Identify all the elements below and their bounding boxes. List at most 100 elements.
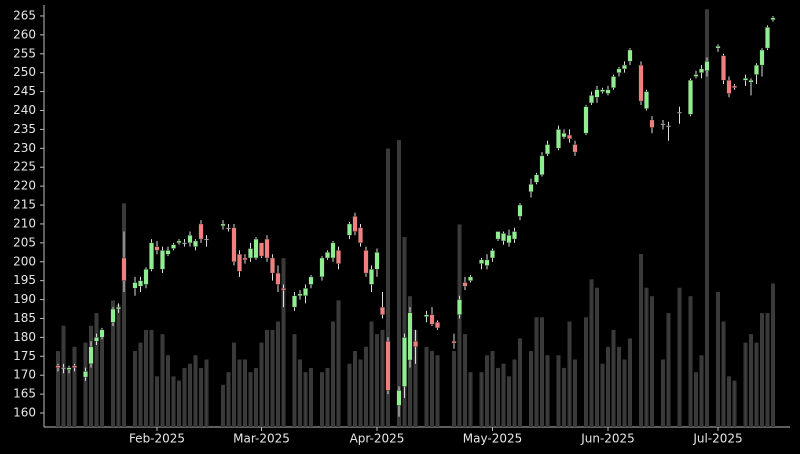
candle-body [479, 259, 484, 264]
candle-body [616, 68, 622, 73]
volume-bar [309, 367, 313, 427]
volume-bar [694, 372, 698, 427]
volume-bar [540, 317, 544, 427]
candle-body [457, 299, 462, 315]
candle-body [506, 235, 512, 244]
volume-bar [699, 355, 704, 427]
candle-body [226, 227, 231, 229]
candle-body [611, 76, 616, 89]
volume-bar [727, 376, 731, 427]
candle-body [138, 280, 143, 287]
volume-bar [567, 321, 572, 427]
x-tick-label: Jun-2025 [580, 432, 635, 446]
candle-body [99, 329, 105, 338]
volume-bar [732, 380, 737, 427]
x-tick-label: May-2025 [463, 432, 522, 446]
candle-body [622, 64, 627, 70]
volume-bar [89, 325, 93, 427]
volume-bar [518, 338, 522, 427]
candle-body [704, 61, 710, 71]
y-tick-label: 190 [13, 292, 36, 306]
volume-bar [369, 321, 374, 427]
y-tick-label: 180 [13, 330, 36, 344]
y-tick-label: 220 [13, 179, 36, 193]
y-tick-label: 215 [13, 198, 36, 212]
volume-bar [380, 329, 385, 427]
candle-body [501, 233, 506, 242]
candle-body [330, 242, 336, 259]
candle-body [132, 282, 138, 289]
y-tick-label: 165 [13, 387, 36, 401]
volume-bar [160, 334, 165, 427]
y-tick-label: 230 [13, 141, 36, 155]
volume-bar [303, 372, 308, 427]
y-tick-label: 265 [13, 8, 36, 22]
volume-bar [562, 367, 566, 427]
candle-body [319, 257, 325, 278]
candle-body [743, 78, 748, 81]
candle-body [83, 371, 88, 378]
candle-body [303, 288, 308, 296]
candle-body [468, 276, 473, 281]
volume-bar [507, 376, 511, 427]
candle-body [363, 250, 369, 274]
candle-body [149, 242, 154, 270]
volume-bar [424, 346, 429, 427]
volume-bar [358, 359, 363, 427]
volume-bar [281, 258, 286, 427]
volume-bar [248, 372, 253, 427]
candle-body [259, 242, 264, 257]
volume-bar [166, 355, 170, 427]
candle-body [517, 204, 523, 217]
candle-body [88, 346, 94, 365]
volume-bar [771, 283, 775, 427]
candle-body [385, 340, 391, 391]
candle-body [748, 80, 754, 83]
y-tick-label: 240 [13, 103, 36, 117]
candle-body [435, 322, 440, 329]
candle-body [297, 293, 303, 296]
y-tick-label: 210 [13, 216, 36, 230]
volume-bar [430, 351, 434, 427]
candle-body [545, 144, 550, 155]
volume-bar [171, 376, 176, 427]
candle-body [61, 367, 66, 369]
candle-body [336, 250, 341, 264]
candle-body [605, 89, 611, 94]
volume-bar [325, 367, 330, 427]
candle-body [171, 244, 176, 249]
volume-bar [650, 296, 654, 427]
volume-bar [336, 300, 341, 427]
candle-body [264, 238, 270, 259]
x-tick-label: Mar-2025 [233, 432, 290, 446]
candle-body [534, 174, 539, 183]
volume-bar [600, 363, 605, 427]
candle-body [154, 246, 160, 251]
x-tick-label: Apr-2025 [350, 432, 405, 446]
volume-bar [204, 359, 209, 427]
volume-bar [353, 351, 357, 427]
candle-body [165, 250, 171, 255]
volume-bar [639, 253, 643, 427]
candle-body [374, 252, 380, 270]
volume-bar [254, 367, 258, 427]
candle-body [220, 223, 226, 227]
volume-bar [749, 334, 753, 427]
candle-body [143, 269, 149, 285]
candle-body [187, 235, 193, 244]
volume-bar [243, 359, 247, 427]
volume-bar [199, 367, 203, 427]
volume-bar [193, 355, 198, 427]
volume-bar [595, 287, 599, 427]
volume-bar [270, 329, 275, 427]
y-tick-label: 160 [13, 406, 36, 420]
volume-bar [347, 363, 352, 427]
candle-body [512, 231, 517, 240]
candle-body [490, 250, 495, 259]
candle-body [116, 306, 121, 310]
candle-body [231, 227, 237, 262]
candle-body [248, 248, 253, 259]
candle-body [358, 227, 363, 244]
volume-bar [94, 313, 99, 427]
